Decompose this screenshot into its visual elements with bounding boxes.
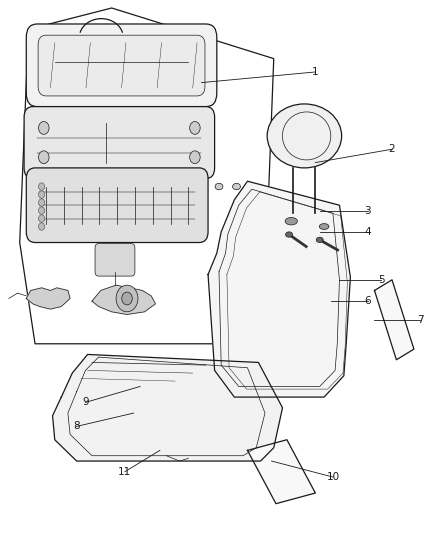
FancyBboxPatch shape [26, 168, 208, 243]
Circle shape [190, 122, 200, 134]
Text: 3: 3 [364, 206, 371, 215]
Text: 7: 7 [417, 315, 424, 325]
Circle shape [39, 122, 49, 134]
FancyBboxPatch shape [95, 244, 135, 276]
Polygon shape [374, 280, 414, 360]
Polygon shape [247, 440, 315, 504]
Text: 6: 6 [364, 296, 371, 306]
Ellipse shape [215, 183, 223, 190]
Polygon shape [92, 285, 155, 314]
Circle shape [39, 183, 45, 190]
FancyBboxPatch shape [38, 35, 205, 96]
Text: 11: 11 [118, 467, 131, 477]
Text: 8: 8 [73, 422, 80, 431]
Polygon shape [26, 288, 70, 309]
Circle shape [122, 292, 132, 305]
Circle shape [39, 223, 45, 230]
Circle shape [116, 285, 138, 312]
Ellipse shape [316, 237, 323, 243]
Polygon shape [53, 354, 283, 461]
Circle shape [39, 199, 45, 206]
Ellipse shape [286, 232, 293, 237]
Ellipse shape [233, 183, 240, 190]
FancyBboxPatch shape [26, 24, 217, 107]
Text: 9: 9 [82, 398, 89, 407]
Circle shape [39, 151, 49, 164]
FancyBboxPatch shape [24, 107, 215, 179]
Circle shape [39, 207, 45, 214]
Text: 10: 10 [326, 472, 339, 482]
Ellipse shape [285, 217, 297, 225]
Text: 4: 4 [364, 227, 371, 237]
Circle shape [39, 191, 45, 198]
Polygon shape [208, 181, 350, 397]
Ellipse shape [267, 104, 342, 168]
Text: 5: 5 [378, 275, 385, 285]
Text: 1: 1 [312, 67, 319, 77]
Circle shape [190, 151, 200, 164]
Text: 2: 2 [389, 144, 396, 154]
Circle shape [39, 215, 45, 222]
Ellipse shape [319, 223, 329, 229]
